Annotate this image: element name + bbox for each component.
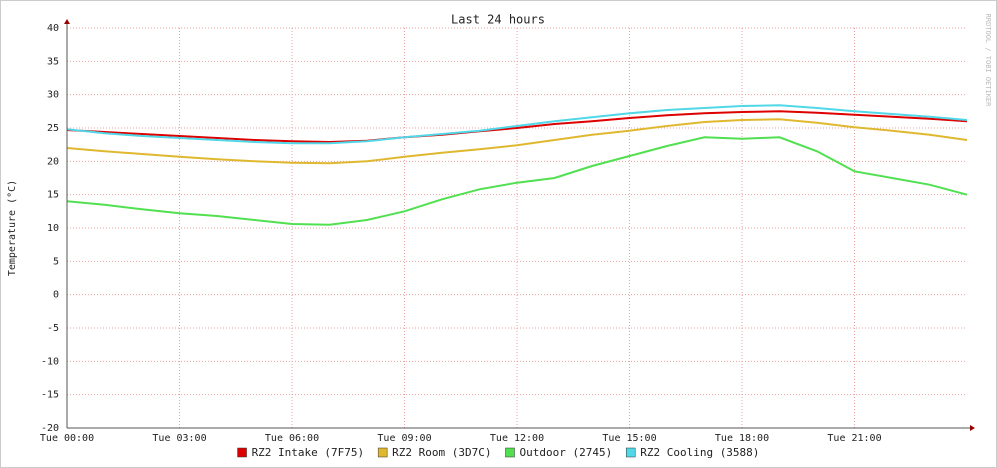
legend-swatch [625, 447, 636, 458]
y-tick-label: -5 [47, 323, 59, 334]
legend-swatch [377, 447, 388, 458]
y-tick-label: 40 [47, 23, 59, 34]
y-axis-label: Temperature (°C) [7, 180, 18, 276]
series-line [66, 110, 968, 144]
legend-label: RZ2 Room (3D7C) [392, 446, 491, 459]
y-tick-label: 25 [47, 123, 59, 134]
y-tick-label: 5 [53, 256, 59, 267]
x-tick-label: Tue 21:00 [827, 433, 881, 444]
legend-label: RZ2 Intake (7F75) [252, 446, 365, 459]
plot [66, 104, 968, 226]
y-tick-label: -15 [41, 390, 59, 401]
y-tick-label: 0 [53, 290, 59, 301]
watermark: RRDTOOL / TOBI OETIKER [984, 14, 992, 108]
legend-item: Outdoor (2745) [505, 446, 613, 459]
series-line [66, 136, 968, 226]
legend-swatch [505, 447, 515, 458]
legend-swatch [237, 447, 247, 458]
y-tick-label: 20 [47, 156, 59, 167]
x-tick-label: Tue 00:00 [40, 433, 94, 444]
legend-label: RZ2 Cooling (3588) [640, 446, 759, 459]
legend: RZ2 Intake (7F75) RZ2 Room (3D7C) Outdoor … [237, 446, 759, 459]
y-tick-label: 10 [47, 223, 59, 234]
series-line [66, 118, 968, 165]
chart-title: Last 24 hours [451, 13, 545, 27]
y-tick-label: -20 [41, 423, 59, 434]
x-tick-label: Tue 03:00 [152, 433, 206, 444]
x-arrow [970, 425, 975, 431]
y-tick-label: 15 [47, 190, 59, 201]
x-tick-label: Tue 15:00 [602, 433, 656, 444]
legend-item: RZ2 Room (3D7C) [377, 446, 492, 459]
x-tick-label: Tue 18:00 [715, 433, 769, 444]
y-tick-label: 35 [47, 56, 59, 67]
x-tick-label: Tue 12:00 [490, 433, 544, 444]
legend-label: Outdoor (2745) [520, 446, 613, 459]
y-arrow [64, 19, 70, 24]
legend-item: RZ2 Cooling (3588) [625, 446, 759, 459]
series-line [66, 104, 968, 145]
x-tick-label: Tue 09:00 [377, 433, 431, 444]
y-tick-label: 30 [47, 90, 59, 101]
x-tick-label: Tue 06:00 [265, 433, 319, 444]
y-tick-label: -10 [41, 356, 59, 367]
legend-item: RZ2 Intake (7F75) [237, 446, 365, 459]
